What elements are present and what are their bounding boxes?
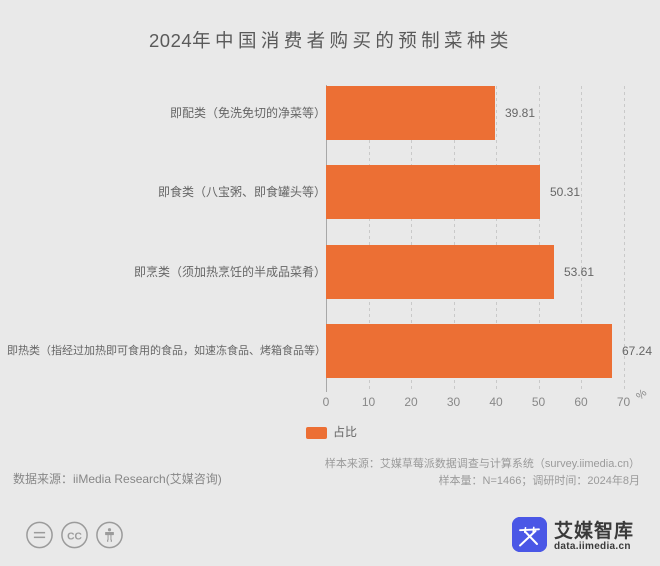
svg-text:CC: CC: [67, 532, 82, 543]
